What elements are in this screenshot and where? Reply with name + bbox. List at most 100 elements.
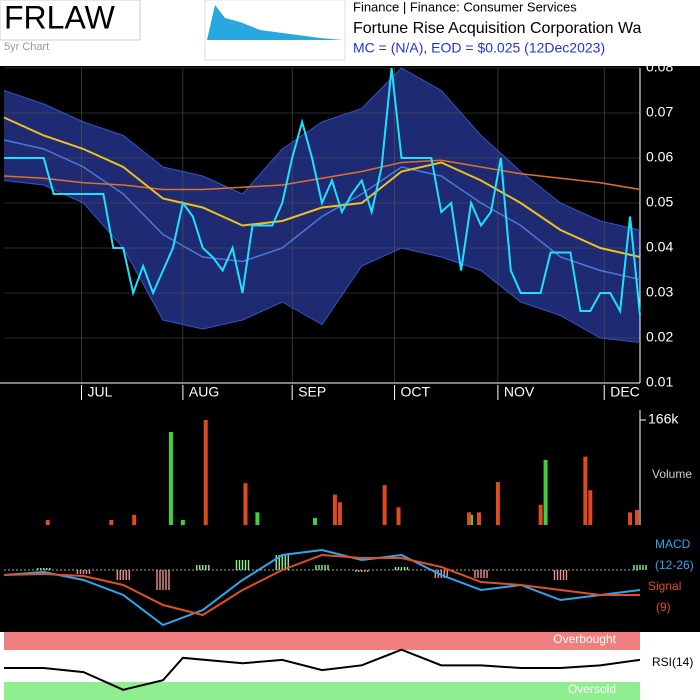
volume-bar — [477, 512, 482, 525]
macd-histogram-bar — [235, 560, 238, 570]
macd-histogram-bar — [642, 565, 644, 570]
overbought-label: Overbought — [553, 632, 616, 646]
macd-label: MACD — [655, 537, 691, 551]
macd-histogram-bar — [278, 555, 280, 570]
y-tick-label: 0.03 — [646, 284, 673, 300]
x-tick-label: DEC — [610, 384, 640, 400]
macd-histogram-bar — [355, 570, 357, 572]
macd-histogram-bar — [358, 570, 360, 572]
y-tick-label: 0.04 — [646, 239, 673, 255]
macd-histogram-bar — [202, 565, 204, 570]
macd-histogram-bar — [559, 570, 562, 580]
volume-bar — [45, 519, 50, 525]
x-tick-label: JUL — [88, 384, 113, 400]
info: MC = (N/A), EOD = $0.025 (12Dec2023) — [353, 40, 605, 56]
macd-histogram-bar — [244, 560, 247, 570]
macd-histogram-bar — [446, 570, 448, 578]
sector: Finance | Finance: Consumer Services — [353, 0, 577, 14]
company-name: Fortune Rise Acquisition Corporation Wa — [353, 20, 642, 37]
volume-bar — [180, 519, 185, 525]
volume-bar — [203, 420, 208, 525]
macd-histogram-bar — [443, 570, 445, 578]
y-tick-label: 0.02 — [646, 329, 673, 345]
y-tick-label: 0.06 — [646, 149, 673, 165]
macd-histogram-bar — [645, 565, 647, 570]
macd-histogram-bar — [403, 567, 406, 570]
volume-bar — [588, 490, 593, 525]
ticker: FRLAW — [4, 0, 116, 35]
macd-histogram-bar — [49, 568, 51, 570]
macd-histogram-bar — [400, 567, 403, 570]
macd-histogram-bar — [85, 570, 88, 574]
rsi-axis-bg — [640, 632, 700, 700]
macd-histogram-bar — [37, 568, 39, 570]
macd-histogram-bar — [486, 570, 488, 578]
macd-line — [3, 548, 641, 627]
volume-bar — [635, 509, 640, 525]
volume-bar — [337, 502, 342, 525]
macd-histogram-bar — [205, 565, 207, 570]
y-tick-label: 0.07 — [646, 104, 673, 120]
macd-histogram-bar — [208, 565, 210, 570]
macd-histogram-bar — [82, 570, 85, 574]
subtitle: 5yr Chart — [4, 41, 49, 53]
macd-histogram-bar — [367, 570, 369, 572]
macd-histogram-bar — [562, 570, 565, 580]
macd-histogram-bar — [474, 570, 476, 578]
y-tick-label: 0.01 — [646, 374, 673, 390]
thumbnail-area — [207, 5, 343, 40]
macd-histogram-bar — [639, 565, 641, 570]
overbought-zone — [4, 632, 640, 650]
macd-histogram-bar — [247, 560, 250, 570]
volume-label: Volume — [652, 467, 692, 481]
macd-histogram-bar — [76, 570, 79, 574]
oversold-zone — [4, 682, 640, 700]
volume-bar — [243, 483, 248, 525]
volume-bar — [313, 518, 318, 525]
volume-bar — [628, 512, 633, 525]
oversold-label: Oversold — [568, 682, 616, 696]
x-tick-label: NOV — [504, 384, 535, 400]
rsi-label: RSI(14) — [652, 655, 693, 669]
macd-histogram-bar — [287, 555, 289, 570]
macd-histogram-bar — [46, 568, 48, 570]
macd-histogram-bar — [40, 568, 42, 570]
volume-bar — [109, 519, 114, 525]
x-tick-label: SEP — [298, 384, 326, 400]
volume-bar — [543, 459, 548, 525]
rsi-line — [4, 648, 641, 691]
signal-params: (9) — [656, 600, 671, 614]
macd-histogram-bar — [483, 570, 485, 578]
macd-histogram-bar — [116, 570, 118, 580]
macd-histogram-bar — [128, 570, 130, 580]
macd-histogram-bar — [159, 570, 161, 590]
macd-histogram-bar — [553, 570, 556, 580]
macd-histogram-bar — [168, 570, 170, 590]
macd-histogram-bar — [156, 570, 158, 590]
macd-histogram-bar — [636, 565, 638, 570]
macd-histogram-bar — [79, 570, 82, 574]
macd-histogram-bar — [122, 570, 124, 580]
signal-label: Signal — [648, 579, 681, 593]
macd-histogram-bar — [196, 565, 198, 570]
price-line — [4, 67, 641, 316]
macd-histogram-bar — [119, 570, 121, 580]
macd-histogram-bar — [318, 565, 320, 570]
volume-bar — [495, 481, 500, 525]
ma-short — [3, 116, 641, 258]
volume-bar — [132, 514, 137, 525]
macd-histogram-bar — [281, 555, 283, 570]
volume-bar — [396, 507, 401, 525]
macd-histogram-bar — [241, 560, 244, 570]
macd-histogram-bar — [162, 570, 164, 590]
macd-histogram-bar — [88, 570, 91, 574]
macd-histogram-bar — [364, 570, 366, 572]
macd-histogram-bar — [321, 565, 323, 570]
volume-bar — [382, 485, 387, 525]
y-tick-label: 0.08 — [646, 59, 673, 75]
macd-histogram-bar — [434, 570, 436, 578]
macd-histogram-bar — [556, 570, 559, 580]
macd-histogram-bar — [43, 568, 45, 570]
macd-histogram-bar — [315, 565, 317, 570]
